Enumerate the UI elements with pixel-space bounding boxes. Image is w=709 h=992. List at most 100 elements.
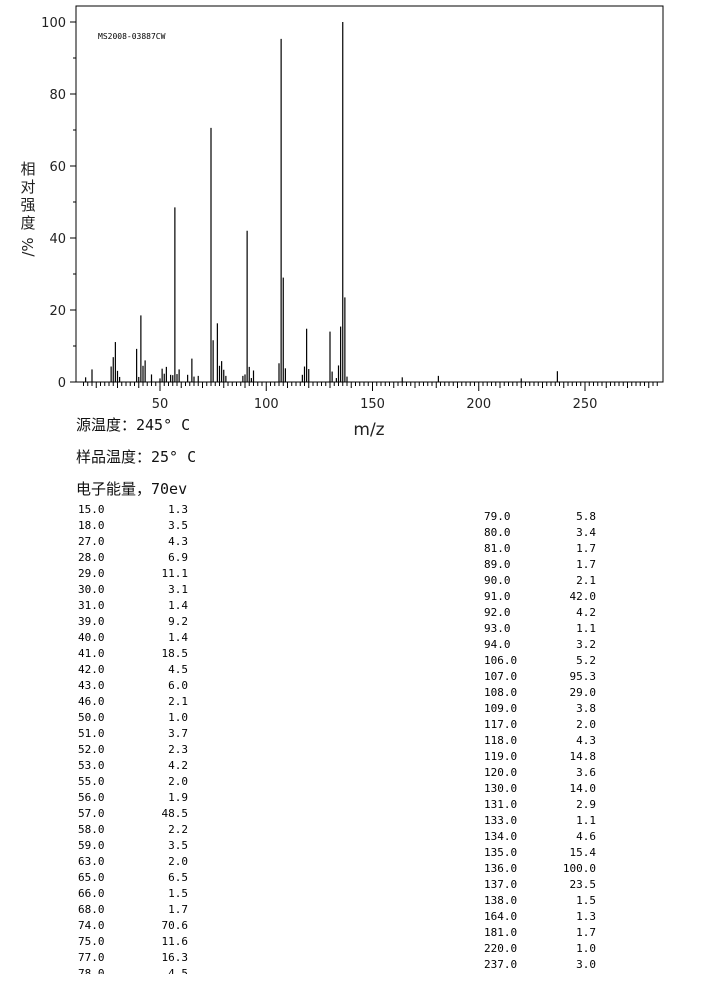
intensity-value: 42.0 [569, 590, 597, 603]
mz-value: 78.0 [78, 967, 105, 974]
mz-value: 65.0 [78, 871, 105, 884]
peak-table-right: 79.0 5.8 80.0 3.4 81.0 1.7 89.0 1.7 90.0 2.1 91.0 4… [484, 509, 596, 973]
intensity-value: 1.9 [168, 791, 188, 804]
y-axis-label: 相对强度 /% [18, 160, 38, 257]
y-tick-label: 20 [49, 304, 66, 319]
intensity-value: 4.6 [576, 830, 596, 843]
intensity-value: 4.2 [576, 606, 596, 619]
peak-row: 31.0 1.4 [78, 598, 188, 614]
intensity-value: 2.2 [168, 823, 188, 836]
peak-row: 50.0 1.0 [78, 710, 188, 726]
mz-value: 63.0 [78, 855, 105, 868]
peak-row: 107.0 95.3 [484, 669, 596, 685]
x-tick-label: 50 [152, 397, 169, 412]
peak-row: 15.0 1.3 [78, 502, 188, 518]
peak-row: 89.0 1.7 [484, 557, 596, 573]
mz-value: 90.0 [484, 574, 511, 587]
peak-row: 18.0 3.5 [78, 518, 188, 534]
peak-row: 133.0 1.1 [484, 813, 596, 829]
mz-value: 119.0 [484, 750, 518, 763]
intensity-value: 1.7 [576, 558, 596, 571]
y-tick-label: 60 [49, 160, 66, 175]
mz-value: 75.0 [78, 935, 105, 948]
mz-value: 57.0 [78, 807, 105, 820]
intensity-value: 2.0 [168, 855, 188, 868]
mz-value: 77.0 [78, 951, 105, 964]
peak-row: 134.0 4.6 [484, 829, 596, 845]
peak-row: 52.0 2.3 [78, 742, 188, 758]
intensity-value: 1.7 [168, 903, 188, 916]
peak-row: 237.0 3.0 [484, 957, 596, 973]
mz-value: 93.0 [484, 622, 511, 635]
peak-row: 81.0 1.7 [484, 541, 596, 557]
x-tick-label: 150 [360, 397, 385, 412]
peak-row: 109.0 3.8 [484, 701, 596, 717]
intensity-value: 2.3 [168, 743, 188, 756]
mz-value: 52.0 [78, 743, 105, 756]
mz-value: 50.0 [78, 711, 105, 724]
intensity-value: 6.9 [168, 551, 188, 564]
intensity-value: 15.4 [569, 846, 597, 859]
mz-value: 81.0 [484, 542, 511, 555]
peak-row: 77.0 16.3 [78, 950, 188, 966]
peak-row: 78.0 4.5 [78, 966, 188, 974]
mz-value: 15.0 [78, 503, 105, 516]
intensity-value: 6.0 [168, 679, 188, 692]
intensity-value: 11.1 [161, 567, 189, 580]
spectrum-peaks [85, 22, 558, 382]
mz-value: 31.0 [78, 599, 105, 612]
y-tick-label: 40 [49, 232, 66, 247]
mz-value: 43.0 [78, 679, 105, 692]
intensity-value: 2.9 [576, 798, 596, 811]
intensity-value: 4.3 [168, 535, 188, 548]
peak-row: 135.0 15.4 [484, 845, 596, 861]
peak-row: 46.0 2.1 [78, 694, 188, 710]
intensity-value: 2.1 [168, 695, 188, 708]
mz-value: 89.0 [484, 558, 511, 571]
peak-row: 40.0 1.4 [78, 630, 188, 646]
mz-value: 92.0 [484, 606, 511, 619]
mz-value: 18.0 [78, 519, 105, 532]
intensity-value: 1.1 [576, 814, 596, 827]
intensity-value: 16.3 [161, 951, 189, 964]
intensity-value: 14.0 [569, 782, 597, 795]
intensity-value: 9.2 [168, 615, 188, 628]
intensity-value: 1.5 [168, 887, 188, 900]
y-axis-label-unit: /% [19, 237, 37, 257]
peak-row: 59.0 3.5 [78, 838, 188, 854]
peak-row: 79.0 5.8 [484, 509, 596, 525]
y-axis-label-char: 对 [20, 178, 36, 196]
intensity-value: 100.0 [562, 862, 596, 875]
peak-row: 75.0 11.6 [78, 934, 188, 950]
intensity-value: 18.5 [161, 647, 189, 660]
intensity-value: 1.7 [576, 926, 596, 939]
mz-value: 68.0 [78, 903, 105, 916]
x-axis: 50 100 150 200 250 [152, 397, 598, 412]
mass-spectrum-chart: 0 20 40 60 80 100 50 100 150 200 250 MS2008-03887… [41, 5, 664, 440]
mz-value: 74.0 [78, 919, 105, 932]
mz-value: 53.0 [78, 759, 105, 772]
peak-row: 41.0 18.5 [78, 646, 188, 662]
intensity-value: 1.3 [576, 910, 596, 923]
mz-value: 46.0 [78, 695, 105, 708]
mz-value: 56.0 [78, 791, 105, 804]
intensity-value: 1.4 [168, 631, 188, 644]
peak-row: 119.0 14.8 [484, 749, 596, 765]
electron-energy: 电子能量，70ev [76, 480, 188, 498]
peak-row: 90.0 2.1 [484, 573, 596, 589]
intensity-value: 11.6 [161, 935, 189, 948]
mz-value: 27.0 [78, 535, 105, 548]
peak-row: 108.0 29.0 [484, 685, 596, 701]
minor-ticks [83, 382, 658, 391]
x-axis-label: m/z [353, 420, 384, 440]
intensity-value: 70.6 [161, 919, 189, 932]
intensity-value: 6.5 [168, 871, 188, 884]
peak-row: 164.0 1.3 [484, 909, 596, 925]
peak-row: 80.0 3.4 [484, 525, 596, 541]
y-tick-label: 0 [58, 376, 66, 391]
peak-row: 58.0 2.2 [78, 822, 188, 838]
mz-value: 59.0 [78, 839, 105, 852]
intensity-value: 1.3 [168, 503, 188, 516]
peak-row: 130.0 14.0 [484, 781, 596, 797]
mz-value: 118.0 [484, 734, 518, 747]
